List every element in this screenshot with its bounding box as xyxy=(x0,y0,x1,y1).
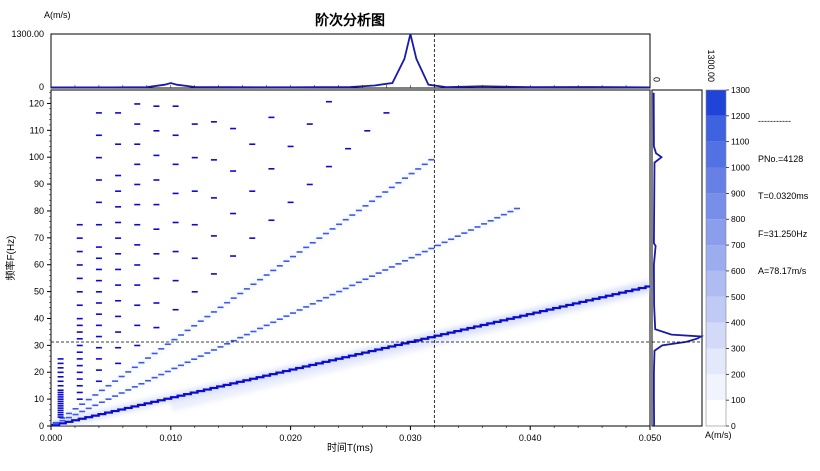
freq-slice-xlabel: A(m/s) xyxy=(705,430,732,440)
x-tick-label: 0.020 xyxy=(279,433,302,443)
readout-time: T=0.0320ms xyxy=(758,191,809,201)
colorbar-segment xyxy=(706,400,726,426)
colorbar-segment xyxy=(706,245,726,271)
x-axis-ticks: 0.000 0.010 0.020 0.030 0.040 0.050 xyxy=(40,426,662,443)
freq-slice-xmax-label: 1300.00 xyxy=(706,49,716,82)
x-axis-label: 时间T(ms) xyxy=(327,441,373,454)
colorbar-segment xyxy=(706,193,726,220)
readout-separator: ----------- xyxy=(758,116,791,126)
y-tick-label: 100 xyxy=(29,152,44,162)
x-tick-label: 0.040 xyxy=(519,433,542,443)
time-slice-ymin-label: 0 xyxy=(39,82,44,92)
colorbar-tick-label: 200 xyxy=(731,369,745,379)
colorbar-tick-label: 1200 xyxy=(731,111,750,121)
colorbar-segment xyxy=(706,219,726,246)
readout-frequency: F=31.250Hz xyxy=(758,228,808,239)
colorbar-ticks: 0 100 200 300 400 500 600 700 800 900 1000 1100 1200… xyxy=(726,85,750,431)
time-slice-ymax-label: 1300.00 xyxy=(11,29,44,39)
x-tick-label: 0.010 xyxy=(160,433,183,443)
colorbar-tick-label: 1000 xyxy=(731,163,750,173)
time-slice-frame xyxy=(50,33,651,89)
cursor-readout: ----------- PNo.=4128 T=0.0320ms F=31.25… xyxy=(758,90,808,303)
y-tick-label: 110 xyxy=(30,125,44,135)
order-marks xyxy=(51,100,650,426)
colorbar-segment xyxy=(706,322,726,349)
colorbar-segment xyxy=(706,167,726,194)
heatmap-frame xyxy=(50,89,651,427)
colorbar-tick-label: 400 xyxy=(731,318,745,328)
y-tick-label: 50 xyxy=(34,287,44,297)
colorbar-segment xyxy=(706,270,726,297)
colorbar-segment xyxy=(706,141,726,168)
y-tick-label: 80 xyxy=(34,206,44,216)
y-axis-ticks: 0 10 20 30 40 50 60 70 80 90 100 110 120 xyxy=(29,92,51,431)
colorbar-tick-label: 500 xyxy=(731,292,745,302)
x-tick-label: 0.050 xyxy=(639,433,662,443)
y-tick-label: 120 xyxy=(29,98,44,108)
freq-slice-frame xyxy=(651,89,703,427)
colorbar-tick-label: 300 xyxy=(731,343,745,353)
colorbar-frame xyxy=(705,89,727,427)
y-tick-label: 40 xyxy=(34,313,44,323)
colorbar-segment xyxy=(706,115,726,142)
colorbar-tick-label: 100 xyxy=(731,395,745,405)
colorbar-tick-label: 1300 xyxy=(731,85,750,95)
y-tick-label: 90 xyxy=(34,179,44,189)
y-tick-label: 70 xyxy=(34,233,44,243)
freq-slice-xmin-label: 0 xyxy=(652,77,662,82)
chart-title: 阶次分析图 xyxy=(315,13,385,29)
y-tick-label: 0 xyxy=(39,421,44,431)
y-tick-label: 20 xyxy=(34,367,44,377)
readout-pno: PNo.=4128 xyxy=(758,153,804,164)
y-tick-label: 60 xyxy=(34,260,44,270)
freq-slice-line xyxy=(652,92,705,427)
colorbar-segment xyxy=(706,296,726,323)
y-tick-label: 30 xyxy=(34,340,44,350)
readout-amplitude: A=78.17m/s xyxy=(758,266,807,276)
colorbar-segment xyxy=(706,374,726,401)
time-slice-ylabel: A(m/s) xyxy=(44,10,71,20)
time-slice-line xyxy=(51,33,651,89)
y-axis-label: 频率F(Hz) xyxy=(4,236,17,281)
colorbar-segment xyxy=(706,90,726,116)
y-tick-label: 10 xyxy=(34,394,44,404)
x-tick-label: 0.030 xyxy=(399,433,422,443)
colorbar xyxy=(705,89,727,427)
colorbar-tick-label: 0 xyxy=(731,421,736,431)
colorbar-tick-label: 600 xyxy=(731,266,745,276)
x-tick-label: 0.000 xyxy=(40,433,63,443)
colorbar-segment xyxy=(706,348,726,375)
colorbar-tick-label: 700 xyxy=(731,240,745,250)
colorbar-tick-label: 900 xyxy=(731,188,745,198)
colorbar-tick-label: 1100 xyxy=(731,137,750,147)
colorbar-tick-label: 800 xyxy=(731,214,745,224)
